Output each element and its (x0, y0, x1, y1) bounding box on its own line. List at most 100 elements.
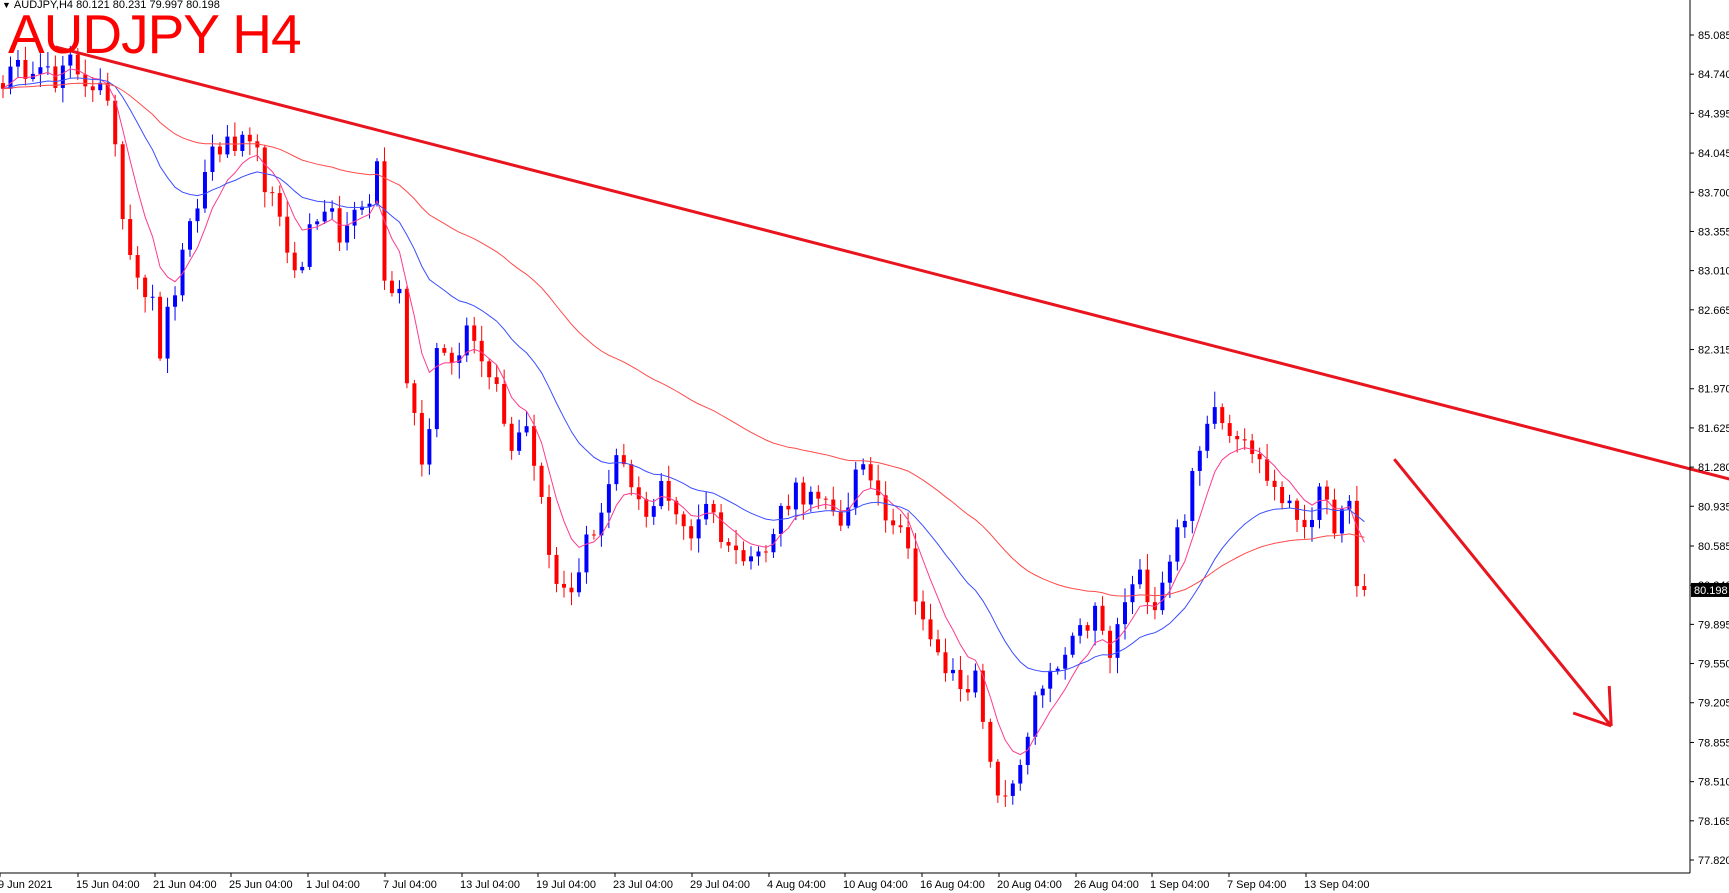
ma-fast-line (2, 68, 1365, 756)
annotations-layer (54, 45, 1729, 728)
x-tick-label: 9 Jun 2021 (0, 879, 52, 891)
candle (621, 443, 626, 468)
candle (719, 504, 724, 549)
candle (1025, 732, 1030, 775)
candle (195, 198, 200, 233)
ma-slow-line (2, 82, 1365, 597)
candle (606, 469, 611, 529)
candle (1242, 428, 1247, 450)
candle (292, 241, 297, 278)
current-price-tag: 80.198 (1691, 582, 1729, 597)
candle (1145, 554, 1150, 615)
candle (1010, 780, 1015, 805)
candle (98, 68, 103, 95)
x-tick-label: 7 Jul 04:00 (383, 879, 437, 891)
x-tick-label: 7 Sep 04:00 (1227, 879, 1286, 891)
candle (270, 186, 275, 207)
candle (853, 461, 858, 515)
candle (1227, 414, 1232, 443)
candle (921, 590, 926, 631)
candle (965, 675, 970, 701)
candle (427, 418, 432, 475)
candle (689, 519, 694, 551)
y-tick-label: 78.855 (1698, 737, 1729, 749)
ma-mid-line (2, 77, 1365, 673)
candle (1085, 622, 1090, 639)
dropdown-triangle-icon[interactable]: ▼ (2, 0, 11, 10)
candle (479, 325, 484, 378)
x-tick-label: 20 Aug 04:00 (997, 879, 1062, 891)
candle (53, 55, 58, 93)
symbol-ohlc-info: ▼ AUDJPY,H4 80.121 80.231 79.997 80.198 (2, 0, 220, 11)
candle (389, 271, 394, 297)
candle (412, 379, 417, 426)
candle (756, 546, 761, 566)
x-tick-label: 13 Sep 04:00 (1304, 879, 1369, 891)
candle (1152, 586, 1157, 620)
candle (449, 347, 454, 375)
candle (696, 504, 701, 553)
x-axis: 9 Jun 2021 15 Jun 04:00 21 Jun 04:00 25 Jun… (0, 872, 1690, 891)
candle (188, 218, 192, 257)
candle (928, 603, 933, 647)
candle (1280, 481, 1285, 510)
candle (1055, 666, 1060, 675)
candle (135, 246, 140, 290)
candle (300, 261, 305, 274)
candle (1115, 617, 1120, 674)
candle (831, 486, 836, 517)
candle (90, 76, 95, 102)
candle (569, 572, 574, 606)
candle (1108, 625, 1113, 674)
candle (1190, 467, 1195, 534)
candle (778, 503, 783, 547)
candle (898, 513, 903, 533)
forecast-down-arrow[interactable] (1393, 458, 1613, 728)
x-tick-label: 16 Aug 04:00 (920, 879, 985, 891)
candle (1130, 575, 1135, 615)
candle (352, 201, 357, 239)
candle (763, 545, 768, 563)
candle (1339, 505, 1344, 543)
current-price-label: 80.198 (1694, 585, 1728, 597)
candle (636, 476, 641, 510)
candle (345, 212, 350, 251)
x-tick-label: 1 Jul 04:00 (306, 879, 360, 891)
x-tick-label: 25 Jun 04:00 (229, 879, 293, 891)
candle (1160, 571, 1165, 615)
candle (120, 141, 125, 230)
candle (404, 286, 409, 389)
resistance-trendline[interactable] (54, 45, 1729, 524)
x-tick-label: 10 Aug 04:00 (843, 879, 908, 891)
chart-title: AUDJPY H4 (8, 3, 302, 65)
x-tick-label: 19 Jul 04:00 (536, 879, 596, 891)
candle (247, 127, 252, 156)
candle (262, 144, 267, 208)
candle (741, 541, 746, 566)
candle (1362, 573, 1367, 597)
candle (494, 364, 499, 392)
candle (868, 457, 873, 489)
candle (180, 243, 185, 302)
candles-layer (1, 45, 1367, 807)
candle (651, 498, 656, 525)
candle (517, 419, 522, 456)
candle (958, 655, 963, 702)
y-tick-label: 82.315 (1698, 345, 1729, 357)
candle (629, 459, 634, 496)
candle (60, 56, 65, 103)
candle (210, 134, 215, 181)
candle (1332, 488, 1337, 539)
candle (704, 491, 709, 526)
candle (1317, 483, 1322, 529)
candle (509, 416, 514, 460)
candle (838, 500, 843, 531)
y-tick-label: 80.935 (1698, 501, 1729, 513)
candle (434, 342, 439, 438)
moving-averages-layer (2, 68, 1365, 756)
candle (584, 525, 589, 584)
candle (105, 72, 110, 106)
y-tick-label: 83.010 (1698, 266, 1729, 278)
candle (973, 663, 978, 698)
